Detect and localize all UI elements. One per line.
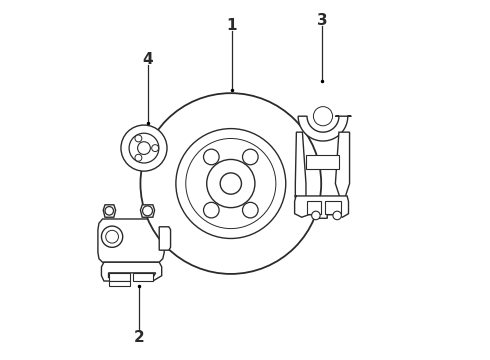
Circle shape [135, 135, 142, 142]
Polygon shape [133, 273, 153, 281]
Circle shape [243, 202, 258, 218]
Circle shape [106, 230, 119, 243]
Polygon shape [98, 219, 164, 262]
Circle shape [203, 149, 219, 165]
Text: 3: 3 [317, 13, 328, 28]
Circle shape [101, 226, 122, 247]
Circle shape [141, 93, 321, 274]
Polygon shape [141, 205, 155, 217]
Polygon shape [335, 132, 349, 198]
Polygon shape [325, 201, 341, 214]
Polygon shape [109, 273, 130, 281]
Circle shape [333, 211, 342, 220]
Polygon shape [295, 132, 306, 201]
Polygon shape [306, 155, 339, 169]
Polygon shape [298, 116, 351, 141]
Circle shape [152, 145, 159, 152]
Circle shape [312, 211, 320, 220]
Polygon shape [101, 262, 162, 281]
Circle shape [220, 173, 242, 194]
Text: 1: 1 [226, 18, 237, 33]
Polygon shape [294, 196, 348, 218]
Polygon shape [109, 281, 130, 286]
Circle shape [105, 207, 114, 215]
Circle shape [121, 125, 167, 171]
Text: 2: 2 [133, 330, 144, 345]
Circle shape [143, 206, 152, 216]
Text: 4: 4 [142, 52, 153, 67]
Circle shape [138, 142, 150, 154]
Circle shape [207, 159, 255, 208]
Circle shape [135, 154, 142, 161]
Circle shape [243, 149, 258, 165]
Polygon shape [307, 201, 321, 214]
Circle shape [203, 202, 219, 218]
Polygon shape [103, 205, 116, 217]
Polygon shape [159, 227, 171, 250]
